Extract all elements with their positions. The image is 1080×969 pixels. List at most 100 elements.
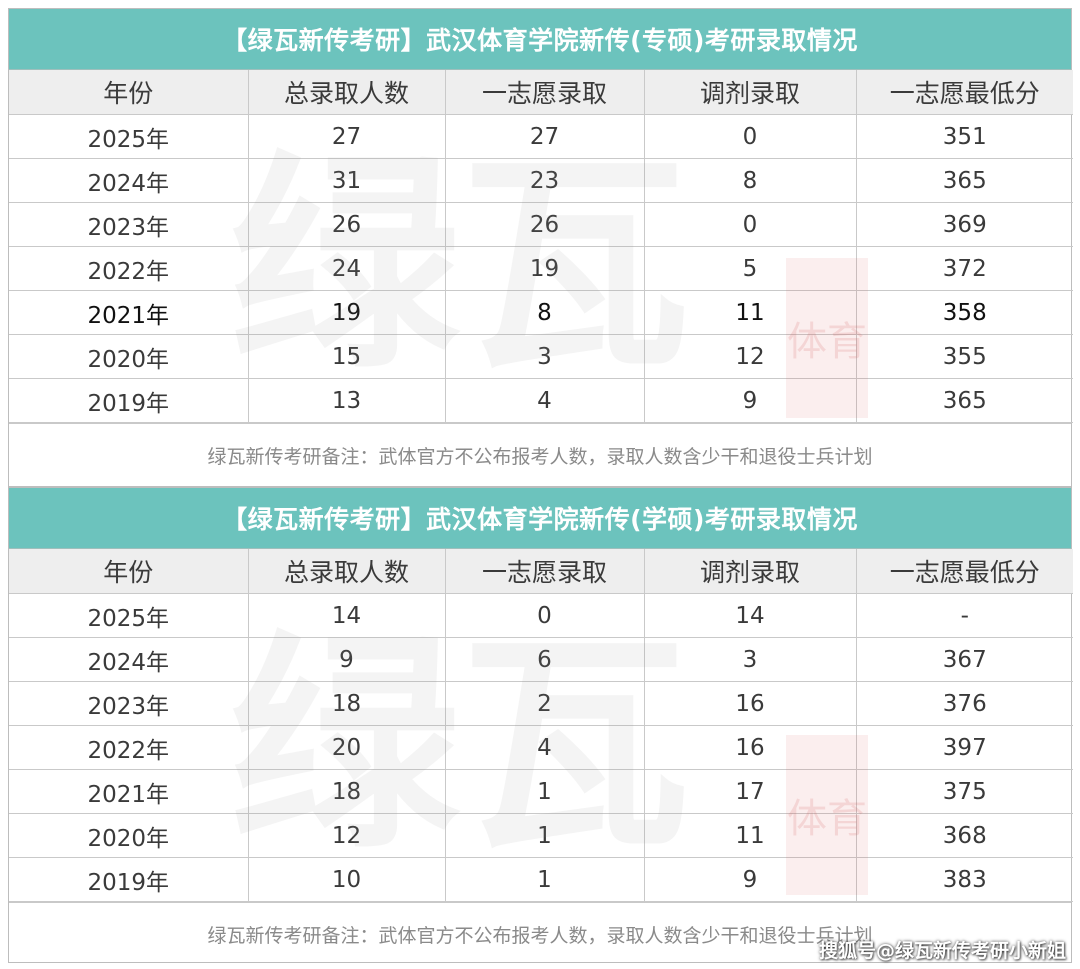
cell-adjusted: 14	[643, 593, 857, 638]
cell-total: 26	[247, 202, 446, 247]
cell-min-score: 368	[855, 813, 1073, 858]
cell-total: 19	[247, 290, 446, 335]
source-credit: 搜狐号@绿瓦新传考研小新姐	[818, 940, 1066, 962]
cell-adjusted: 5	[643, 246, 857, 291]
header-total-admitted: 总录取人数	[247, 549, 446, 594]
table-row: 2019年 13 4 9 365	[9, 378, 1073, 423]
table-note: 绿瓦新传考研备注：武体官方不公布报考人数，录取人数含少干和退役士兵计划	[9, 902, 1071, 965]
cell-min-score: 365	[855, 378, 1073, 423]
cell-min-score: 383	[855, 857, 1073, 902]
cell-first-choice: 6	[444, 637, 645, 682]
cell-total: 31	[247, 158, 446, 203]
cell-total: 13	[247, 378, 446, 423]
cell-adjusted: 11	[643, 290, 857, 335]
cell-first-choice: 0	[444, 593, 645, 638]
header-row: 年份 总录取人数 一志愿录取 调剂录取 一志愿最低分	[9, 549, 1073, 594]
header-first-choice: 一志愿录取	[444, 70, 645, 115]
cell-first-choice: 1	[444, 769, 645, 814]
cell-min-score: 372	[855, 246, 1073, 291]
cell-adjusted: 12	[643, 334, 857, 379]
table-row: 2021年 19 8 11 358	[9, 290, 1073, 335]
table-note: 绿瓦新传考研备注：武体官方不公布报考人数，录取人数含少干和退役士兵计划	[9, 423, 1071, 486]
table-row: 2020年 15 3 12 355	[9, 334, 1073, 379]
cell-adjusted: 9	[643, 378, 857, 423]
cell-adjusted: 8	[643, 158, 857, 203]
data-table: 年份 总录取人数 一志愿录取 调剂录取 一志愿最低分 2025年 14 0 14…	[9, 549, 1073, 902]
table-row: 2023年 18 2 16 376	[9, 681, 1073, 726]
cell-year: 2022年	[9, 725, 249, 770]
header-year: 年份	[9, 549, 249, 594]
cell-year: 2020年	[9, 813, 249, 858]
cell-adjusted: 11	[643, 813, 857, 858]
cell-total: 18	[247, 769, 446, 814]
cell-min-score: 369	[855, 202, 1073, 247]
table-row: 2025年 14 0 14 -	[9, 593, 1073, 638]
cell-first-choice: 2	[444, 681, 645, 726]
cell-year: 2024年	[9, 637, 249, 682]
cell-year: 2025年	[9, 114, 249, 159]
cell-year: 2023年	[9, 681, 249, 726]
cell-total: 9	[247, 637, 446, 682]
header-first-choice: 一志愿录取	[444, 549, 645, 594]
cell-total: 15	[247, 334, 446, 379]
cell-first-choice: 27	[444, 114, 645, 159]
cell-year: 2019年	[9, 378, 249, 423]
header-year: 年份	[9, 70, 249, 115]
header-row: 年份 总录取人数 一志愿录取 调剂录取 一志愿最低分	[9, 70, 1073, 115]
table-row: 2023年 26 26 0 369	[9, 202, 1073, 247]
cell-first-choice: 4	[444, 725, 645, 770]
cell-adjusted: 16	[643, 681, 857, 726]
header-adjusted: 调剂录取	[643, 549, 857, 594]
table-row: 2020年 12 1 11 368	[9, 813, 1073, 858]
header-total-admitted: 总录取人数	[247, 70, 446, 115]
cell-adjusted: 0	[643, 202, 857, 247]
cell-total: 20	[247, 725, 446, 770]
cell-adjusted: 9	[643, 857, 857, 902]
cell-total: 18	[247, 681, 446, 726]
cell-year: 2025年	[9, 593, 249, 638]
header-adjusted: 调剂录取	[643, 70, 857, 115]
table-row: 2024年 9 6 3 367	[9, 637, 1073, 682]
cell-first-choice: 4	[444, 378, 645, 423]
cell-total: 24	[247, 246, 446, 291]
cell-min-score: 367	[855, 637, 1073, 682]
data-table: 年份 总录取人数 一志愿录取 调剂录取 一志愿最低分 2025年 27 27 0…	[9, 70, 1073, 423]
cell-year: 2024年	[9, 158, 249, 203]
cell-min-score: 397	[855, 725, 1073, 770]
cell-total: 12	[247, 813, 446, 858]
cell-min-score: 355	[855, 334, 1073, 379]
table-title: 【绿瓦新传考研】武汉体育学院新传(学硕)考研录取情况	[9, 488, 1071, 549]
header-min-score: 一志愿最低分	[855, 549, 1073, 594]
cell-total: 27	[247, 114, 446, 159]
table-row: 2021年 18 1 17 375	[9, 769, 1073, 814]
table-row: 2025年 27 27 0 351	[9, 114, 1073, 159]
cell-first-choice: 8	[444, 290, 645, 335]
cell-year: 2023年	[9, 202, 249, 247]
cell-first-choice: 23	[444, 158, 645, 203]
cell-first-choice: 26	[444, 202, 645, 247]
table-row: 2022年 24 19 5 372	[9, 246, 1073, 291]
cell-first-choice: 1	[444, 857, 645, 902]
cell-min-score: 375	[855, 769, 1073, 814]
table-row: 2022年 20 4 16 397	[9, 725, 1073, 770]
cell-total: 10	[247, 857, 446, 902]
cell-first-choice: 1	[444, 813, 645, 858]
cell-year: 2021年	[9, 290, 249, 335]
cell-first-choice: 3	[444, 334, 645, 379]
header-min-score: 一志愿最低分	[855, 70, 1073, 115]
admission-table-professional: 【绿瓦新传考研】武汉体育学院新传(专硕)考研录取情况 年份 总录取人数 一志愿录…	[8, 8, 1073, 487]
cell-year: 2022年	[9, 246, 249, 291]
cell-total: 14	[247, 593, 446, 638]
cell-min-score: 358	[855, 290, 1073, 335]
cell-adjusted: 17	[643, 769, 857, 814]
table-title: 【绿瓦新传考研】武汉体育学院新传(专硕)考研录取情况	[9, 9, 1071, 70]
cell-min-score: 351	[855, 114, 1073, 159]
cell-adjusted: 0	[643, 114, 857, 159]
admission-table-academic: 【绿瓦新传考研】武汉体育学院新传(学硕)考研录取情况 年份 总录取人数 一志愿录…	[8, 487, 1073, 965]
cell-min-score: 376	[855, 681, 1073, 726]
table-row: 2024年 31 23 8 365	[9, 158, 1073, 203]
cell-year: 2020年	[9, 334, 249, 379]
cell-adjusted: 16	[643, 725, 857, 770]
cell-year: 2021年	[9, 769, 249, 814]
table-row: 2019年 10 1 9 383	[9, 857, 1073, 902]
